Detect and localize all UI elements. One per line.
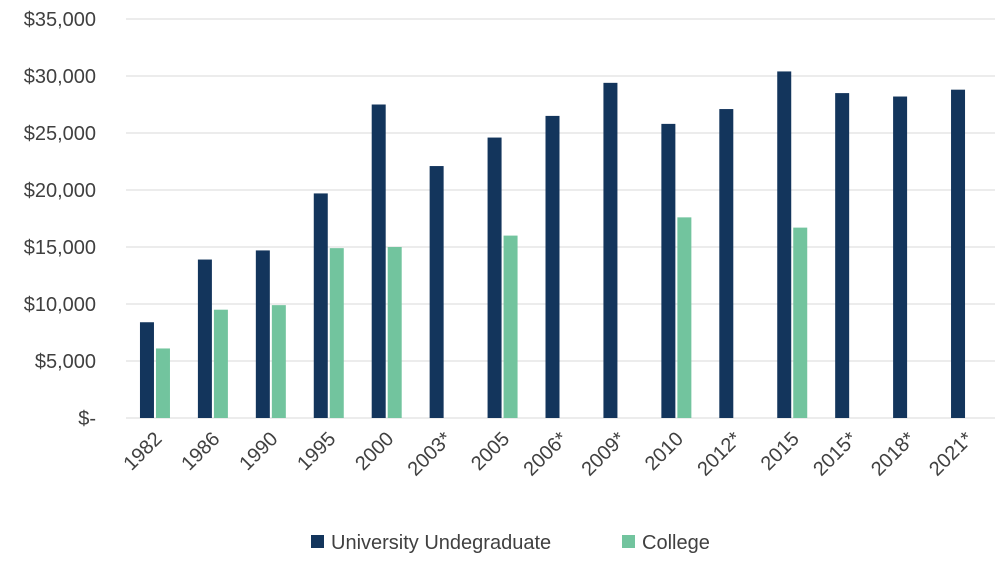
bar-university <box>545 115 560 419</box>
x-tick-label: 2009* <box>577 428 630 481</box>
x-tick-label: 2018* <box>867 428 920 481</box>
y-tick-label: $5,000 <box>35 351 96 373</box>
x-tick-label: 2003* <box>404 428 457 481</box>
bar-college <box>155 348 170 418</box>
legend-swatch-college <box>622 535 635 548</box>
y-tick-label: $10,000 <box>24 294 96 316</box>
bar-college <box>387 247 402 418</box>
y-tick-label: $25,000 <box>24 123 96 145</box>
bar-university <box>661 123 676 418</box>
bar-college <box>271 305 286 418</box>
y-tick-label: $30,000 <box>24 66 96 88</box>
y-tick-label: $35,000 <box>24 9 96 31</box>
bar-university <box>197 259 212 418</box>
bar-college <box>793 227 808 418</box>
legend-label-university: University Undegraduate <box>331 532 551 554</box>
bar-university <box>603 82 618 418</box>
x-tick-label: 2015* <box>809 428 862 481</box>
bar-university <box>951 89 966 419</box>
bars <box>139 71 966 419</box>
y-axis-tick-labels: $- $5,000 $10,000 $15,000 $20,000 $25,000 $30,… <box>24 9 96 430</box>
x-tick-label: 1990 <box>235 428 282 475</box>
bar-university <box>139 322 154 418</box>
y-tick-label: $15,000 <box>24 237 96 259</box>
bar-university <box>313 193 328 418</box>
legend-swatch-university <box>311 535 324 548</box>
x-tick-label: 2012* <box>693 428 746 481</box>
x-axis-tick-labels: 1982 1986 1990 1995 2000 2003* 2005 2006* 2009* 2… <box>119 428 977 481</box>
x-tick-label: 1982 <box>119 428 166 475</box>
legend-label-college: College <box>642 532 710 554</box>
x-tick-label: 2015 <box>757 428 804 475</box>
bar-college <box>677 217 692 418</box>
bar-university <box>255 250 270 418</box>
bar-college <box>213 309 228 418</box>
bar-college <box>329 248 344 418</box>
bar-college <box>503 235 518 418</box>
bar-university <box>371 104 386 418</box>
legend: University Undegraduate College <box>311 532 710 554</box>
bar-university <box>777 71 792 418</box>
x-tick-label: 2021* <box>925 428 978 481</box>
bar-university <box>429 166 444 418</box>
gridlines <box>126 18 995 419</box>
y-tick-label: $- <box>78 408 96 430</box>
y-tick-label: $20,000 <box>24 180 96 202</box>
x-tick-label: 2000 <box>351 428 398 475</box>
bar-university <box>835 93 850 418</box>
x-tick-label: 1986 <box>177 428 224 475</box>
x-tick-label: 2005 <box>467 428 514 475</box>
bar-university <box>719 109 734 418</box>
bar-university <box>487 137 502 418</box>
x-tick-label: 2006* <box>520 428 573 481</box>
x-tick-label: 1995 <box>293 428 340 475</box>
bar-university <box>893 96 908 419</box>
x-tick-label: 2010 <box>641 428 688 475</box>
